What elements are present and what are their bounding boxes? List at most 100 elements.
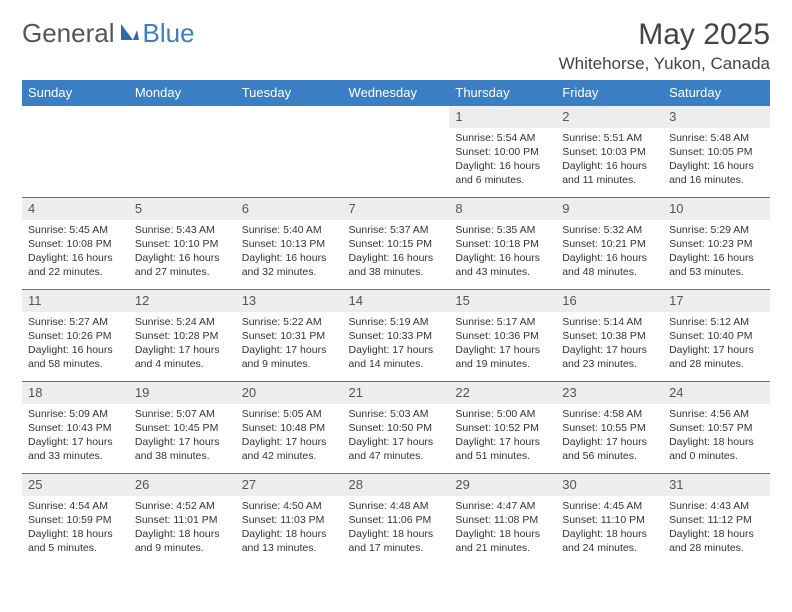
weekday-header: Monday: [129, 80, 236, 106]
sunrise-text: Sunrise: 5:00 AM: [455, 407, 550, 421]
sunrise-text: Sunrise: 4:43 AM: [669, 499, 764, 513]
calendar-day-cell: 22Sunrise: 5:00 AMSunset: 10:52 PMDaylig…: [449, 382, 556, 474]
daylight-text: Daylight: 17 hours and 14 minutes.: [349, 343, 444, 371]
daylight-text: Daylight: 17 hours and 19 minutes.: [455, 343, 550, 371]
calendar-day-cell: 26Sunrise: 4:52 AMSunset: 11:01 PMDaylig…: [129, 474, 236, 566]
day-body: Sunrise: 5:54 AMSunset: 10:00 PMDaylight…: [449, 128, 556, 192]
day-number: 17: [663, 290, 770, 312]
calendar-day-cell: 31 Sunrise: 4:43 AMSunset: 11:12 PMDaylig…: [663, 474, 770, 566]
day-body: Sunrise: 5:09 AMSunset: 10:43 PMDaylight…: [22, 404, 129, 468]
day-number: 12: [129, 290, 236, 312]
day-body: Sunrise: 5:03 AMSunset: 10:50 PMDaylight…: [343, 404, 450, 468]
day-body: Sunrise: 5:24 AMSunset: 10:28 PMDaylight…: [129, 312, 236, 376]
day-number: 5: [129, 198, 236, 220]
sunrise-text: Sunrise: 5:19 AM: [349, 315, 444, 329]
calendar-week-row: 18Sunrise: 5:09 AMSunset: 10:43 PMDaylig…: [22, 382, 770, 474]
sunrise-text: Sunrise: 5:14 AM: [562, 315, 657, 329]
day-number: 6: [236, 198, 343, 220]
sunset-text: Sunset: 10:52 PM: [455, 421, 550, 435]
day-body: Sunrise: 5:51 AMSunset: 10:03 PMDaylight…: [556, 128, 663, 192]
day-number: 20: [236, 382, 343, 404]
day-number: 25: [22, 474, 129, 496]
calendar-day-cell: 6Sunrise: 5:40 AMSunset: 10:13 PMDayligh…: [236, 198, 343, 290]
sunset-text: Sunset: 10:43 PM: [28, 421, 123, 435]
sunset-text: Sunset: 10:15 PM: [349, 237, 444, 251]
day-number: 23: [556, 382, 663, 404]
day-body: Sunrise: 5:05 AMSunset: 10:48 PMDaylight…: [236, 404, 343, 468]
sunset-text: Sunset: 10:38 PM: [562, 329, 657, 343]
sunset-text: Sunset: 10:05 PM: [669, 145, 764, 159]
sunrise-text: Sunrise: 4:56 AM: [669, 407, 764, 421]
daylight-text: Daylight: 17 hours and 42 minutes.: [242, 435, 337, 463]
sunset-text: Sunset: 10:31 PM: [242, 329, 337, 343]
daylight-text: Daylight: 17 hours and 47 minutes.: [349, 435, 444, 463]
day-number: 22: [449, 382, 556, 404]
weekday-header: Wednesday: [343, 80, 450, 106]
calendar-day-cell: 8Sunrise: 5:35 AMSunset: 10:18 PMDayligh…: [449, 198, 556, 290]
sunrise-text: Sunrise: 5:07 AM: [135, 407, 230, 421]
day-number: 24: [663, 382, 770, 404]
day-number: 26: [129, 474, 236, 496]
calendar-day-cell: 15Sunrise: 5:17 AMSunset: 10:36 PMDaylig…: [449, 290, 556, 382]
daylight-text: Daylight: 17 hours and 28 minutes.: [669, 343, 764, 371]
sunset-text: Sunset: 10:40 PM: [669, 329, 764, 343]
calendar-day-cell: 10Sunrise: 5:29 AMSunset: 10:23 PMDaylig…: [663, 198, 770, 290]
day-number: 15: [449, 290, 556, 312]
day-number: 10: [663, 198, 770, 220]
logo-text-1: General: [22, 18, 115, 49]
calendar-day-cell: 18Sunrise: 5:09 AMSunset: 10:43 PMDaylig…: [22, 382, 129, 474]
daylight-text: Daylight: 16 hours and 53 minutes.: [669, 251, 764, 279]
day-number: 14: [343, 290, 450, 312]
day-body: Sunrise: 5:12 AMSunset: 10:40 PMDaylight…: [663, 312, 770, 376]
weekday-row: Sunday Monday Tuesday Wednesday Thursday…: [22, 80, 770, 106]
day-number: 31: [663, 474, 770, 496]
day-body: Sunrise: 5:19 AMSunset: 10:33 PMDaylight…: [343, 312, 450, 376]
logo: General Blue: [22, 18, 195, 49]
day-number: 16: [556, 290, 663, 312]
sunset-text: Sunset: 11:12 PM: [669, 513, 764, 527]
sunrise-text: Sunrise: 5:40 AM: [242, 223, 337, 237]
daylight-text: Daylight: 16 hours and 16 minutes.: [669, 159, 764, 187]
calendar-day-cell: 23Sunrise: 4:58 AMSunset: 10:55 PMDaylig…: [556, 382, 663, 474]
daylight-text: Daylight: 18 hours and 0 minutes.: [669, 435, 764, 463]
sunrise-text: Sunrise: 5:24 AM: [135, 315, 230, 329]
calendar-day-cell: 13Sunrise: 5:22 AMSunset: 10:31 PMDaylig…: [236, 290, 343, 382]
calendar-week-row: 4Sunrise: 5:45 AMSunset: 10:08 PMDayligh…: [22, 198, 770, 290]
calendar-week-row: 1Sunrise: 5:54 AMSunset: 10:00 PMDayligh…: [22, 106, 770, 198]
day-body: Sunrise: 5:35 AMSunset: 10:18 PMDaylight…: [449, 220, 556, 284]
day-number: 2: [556, 106, 663, 128]
calendar-day-cell: 29Sunrise: 4:47 AMSunset: 11:08 PMDaylig…: [449, 474, 556, 566]
day-number: 21: [343, 382, 450, 404]
calendar-day-cell: 30Sunrise: 4:45 AMSunset: 11:10 PMDaylig…: [556, 474, 663, 566]
day-body: Sunrise: 5:14 AMSunset: 10:38 PMDaylight…: [556, 312, 663, 376]
sunrise-text: Sunrise: 5:05 AM: [242, 407, 337, 421]
day-body: Sunrise: 4:48 AMSunset: 11:06 PMDaylight…: [343, 496, 450, 560]
daylight-text: Daylight: 17 hours and 4 minutes.: [135, 343, 230, 371]
calendar-day-cell: 2Sunrise: 5:51 AMSunset: 10:03 PMDayligh…: [556, 106, 663, 198]
sunset-text: Sunset: 10:08 PM: [28, 237, 123, 251]
sunset-text: Sunset: 11:06 PM: [349, 513, 444, 527]
sunrise-text: Sunrise: 5:48 AM: [669, 131, 764, 145]
weekday-header: Saturday: [663, 80, 770, 106]
calendar-week-row: 11Sunrise: 5:27 AMSunset: 10:26 PMDaylig…: [22, 290, 770, 382]
day-body: Sunrise: 5:22 AMSunset: 10:31 PMDaylight…: [236, 312, 343, 376]
sunrise-text: Sunrise: 5:45 AM: [28, 223, 123, 237]
sunset-text: Sunset: 10:50 PM: [349, 421, 444, 435]
day-body: Sunrise: 5:00 AMSunset: 10:52 PMDaylight…: [449, 404, 556, 468]
calendar-day-cell: 28Sunrise: 4:48 AMSunset: 11:06 PMDaylig…: [343, 474, 450, 566]
day-body: Sunrise: 4:50 AMSunset: 11:03 PMDaylight…: [236, 496, 343, 560]
calendar-day-cell: [236, 106, 343, 198]
daylight-text: Daylight: 16 hours and 48 minutes.: [562, 251, 657, 279]
day-body: Sunrise: 4:56 AMSunset: 10:57 PMDaylight…: [663, 404, 770, 468]
sunset-text: Sunset: 10:18 PM: [455, 237, 550, 251]
day-number: 27: [236, 474, 343, 496]
sunset-text: Sunset: 10:28 PM: [135, 329, 230, 343]
sunrise-text: Sunrise: 4:54 AM: [28, 499, 123, 513]
sunset-text: Sunset: 10:33 PM: [349, 329, 444, 343]
calendar-day-cell: 21Sunrise: 5:03 AMSunset: 10:50 PMDaylig…: [343, 382, 450, 474]
day-number: 9: [556, 198, 663, 220]
day-body: Sunrise: 5:27 AMSunset: 10:26 PMDaylight…: [22, 312, 129, 376]
logo-text-2: Blue: [143, 18, 195, 49]
daylight-text: Daylight: 18 hours and 28 minutes.: [669, 527, 764, 555]
calendar-day-cell: 11Sunrise: 5:27 AMSunset: 10:26 PMDaylig…: [22, 290, 129, 382]
